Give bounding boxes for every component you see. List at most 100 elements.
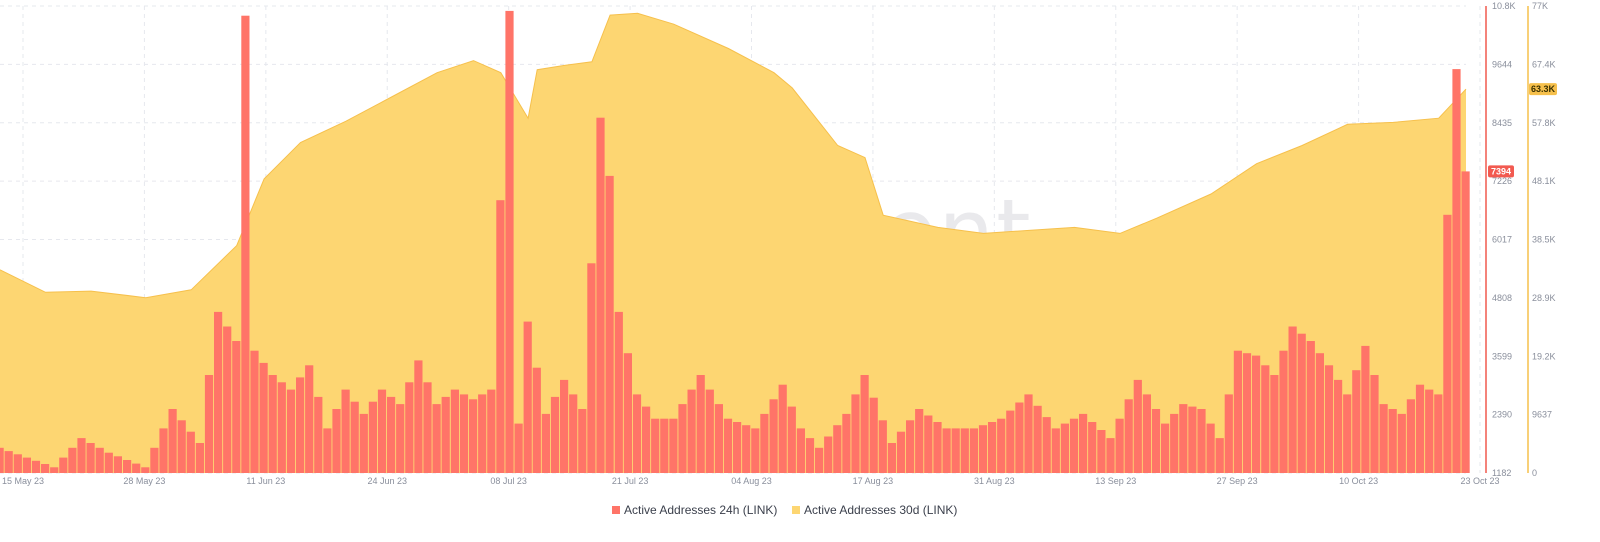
bar-24h xyxy=(751,428,760,473)
bar-24h xyxy=(696,375,705,473)
bar-24h xyxy=(296,377,305,473)
bar-24h xyxy=(332,409,341,473)
bar-24h xyxy=(605,175,614,473)
bar-24h xyxy=(387,396,396,473)
bar-24h xyxy=(368,401,377,473)
bar-24h xyxy=(851,394,860,473)
right-tick-label: 0 xyxy=(1532,468,1537,478)
bar-24h xyxy=(1297,333,1306,473)
bar-24h xyxy=(1106,438,1115,473)
bar-24h xyxy=(487,389,496,473)
right-tick-label: 38.5K xyxy=(1532,235,1556,245)
bar-24h xyxy=(942,428,951,473)
bar-24h xyxy=(441,396,450,473)
bar-24h xyxy=(13,454,22,473)
bar-24h xyxy=(1361,345,1370,473)
bar-24h xyxy=(478,394,487,473)
x-tick-label: 08 Jul 23 xyxy=(490,476,527,486)
bar-24h xyxy=(1379,404,1388,473)
bar-24h xyxy=(113,456,122,473)
x-tick-label: 23 Oct 23 xyxy=(1460,476,1499,486)
legend-item-30d[interactable]: Active Addresses 30d (LINK) xyxy=(792,503,957,517)
bar-24h xyxy=(396,404,405,473)
right-tick-label: 57.8K xyxy=(1532,118,1556,128)
bar-24h xyxy=(259,362,268,473)
legend-item-24h[interactable]: Active Addresses 24h (LINK) xyxy=(612,503,777,517)
bar-24h xyxy=(1352,370,1361,473)
bar-24h xyxy=(1261,365,1270,473)
bar-24h xyxy=(933,422,942,473)
bar-24h xyxy=(678,404,687,473)
bar-24h xyxy=(1215,438,1224,473)
bar-24h xyxy=(314,396,323,473)
right-value-badge-text: 63.3K xyxy=(1531,84,1556,94)
bar-24h xyxy=(250,350,259,473)
bar-24h xyxy=(1069,418,1079,473)
bar-24h xyxy=(50,467,59,473)
bar-24h xyxy=(660,418,669,473)
bar-24h xyxy=(1179,404,1188,473)
bar-24h xyxy=(286,389,296,473)
bar-24h xyxy=(1188,406,1197,473)
bar-24h xyxy=(277,382,286,473)
bar-24h xyxy=(815,447,824,473)
bar-24h xyxy=(1397,413,1406,473)
bar-24h xyxy=(1233,350,1242,473)
bar-24h xyxy=(614,311,623,473)
bar-24h xyxy=(896,431,906,473)
left-axis-ticks: 1182 2390 3599 4808 6017 7226 8435 9644 10.8K xyxy=(1492,1,1516,478)
bar-24h xyxy=(787,406,796,473)
bar-24h xyxy=(623,353,632,473)
bar-24h xyxy=(596,117,605,473)
bar-24h xyxy=(305,365,314,473)
bar-24h xyxy=(705,389,714,473)
bar-24h xyxy=(587,263,596,473)
bar-24h xyxy=(414,360,423,473)
value-badges: 7394 63.3K xyxy=(1488,83,1557,178)
left-value-badge xyxy=(1488,165,1514,178)
bar-24h xyxy=(1425,389,1434,473)
bar-24h xyxy=(341,389,350,473)
x-tick-label: 11 Jun 23 xyxy=(246,476,285,486)
left-tick-label: 2390 xyxy=(1492,410,1512,420)
bar-24h xyxy=(824,436,833,473)
bar-24h xyxy=(1443,214,1452,474)
bar-24h xyxy=(924,415,933,473)
left-value-badge-text: 7394 xyxy=(1491,166,1511,176)
bar-24h xyxy=(988,422,997,473)
bar-24h xyxy=(733,422,742,473)
legend-label-30d: Active Addresses 30d (LINK) xyxy=(804,503,957,517)
left-tick-label: 8435 xyxy=(1492,118,1512,128)
bar-24h xyxy=(578,409,587,473)
bar-24h xyxy=(1060,423,1069,473)
bar-24h xyxy=(1388,409,1397,473)
x-tick-label: 21 Jul 23 xyxy=(612,476,649,486)
bar-24h xyxy=(204,375,214,473)
x-tick-label: 15 May 23 xyxy=(2,476,44,486)
bar-24h xyxy=(1124,399,1133,473)
bar-24h xyxy=(41,464,50,473)
bar-24h xyxy=(86,443,95,473)
bar-24h xyxy=(514,423,523,473)
bar-24h xyxy=(214,311,223,473)
right-tick-label: 67.4K xyxy=(1532,59,1556,69)
bar-24h xyxy=(141,467,150,473)
bar-24h xyxy=(969,428,978,473)
legend: Active Addresses 24h (LINK) Active Addre… xyxy=(612,503,957,517)
bar-24h xyxy=(669,418,678,473)
bar-24h xyxy=(560,379,569,473)
bar-24h xyxy=(1306,341,1315,473)
bar-24h xyxy=(450,389,459,473)
bar-24h xyxy=(532,367,541,473)
bar-24h xyxy=(742,425,751,473)
right-tick-label: 19.2K xyxy=(1532,351,1556,361)
bar-24h xyxy=(796,428,805,473)
right-axis-ticks: 0 9637 19.2K 28.9K 38.5K 48.1K 57.8K 67.4K 77K xyxy=(1532,1,1556,478)
bar-24h xyxy=(1142,394,1151,473)
bar-24h xyxy=(1334,379,1343,473)
bar-24h xyxy=(769,399,778,473)
bar-24h xyxy=(860,375,869,473)
bar-24h xyxy=(150,447,159,473)
bar-24h xyxy=(869,397,878,473)
